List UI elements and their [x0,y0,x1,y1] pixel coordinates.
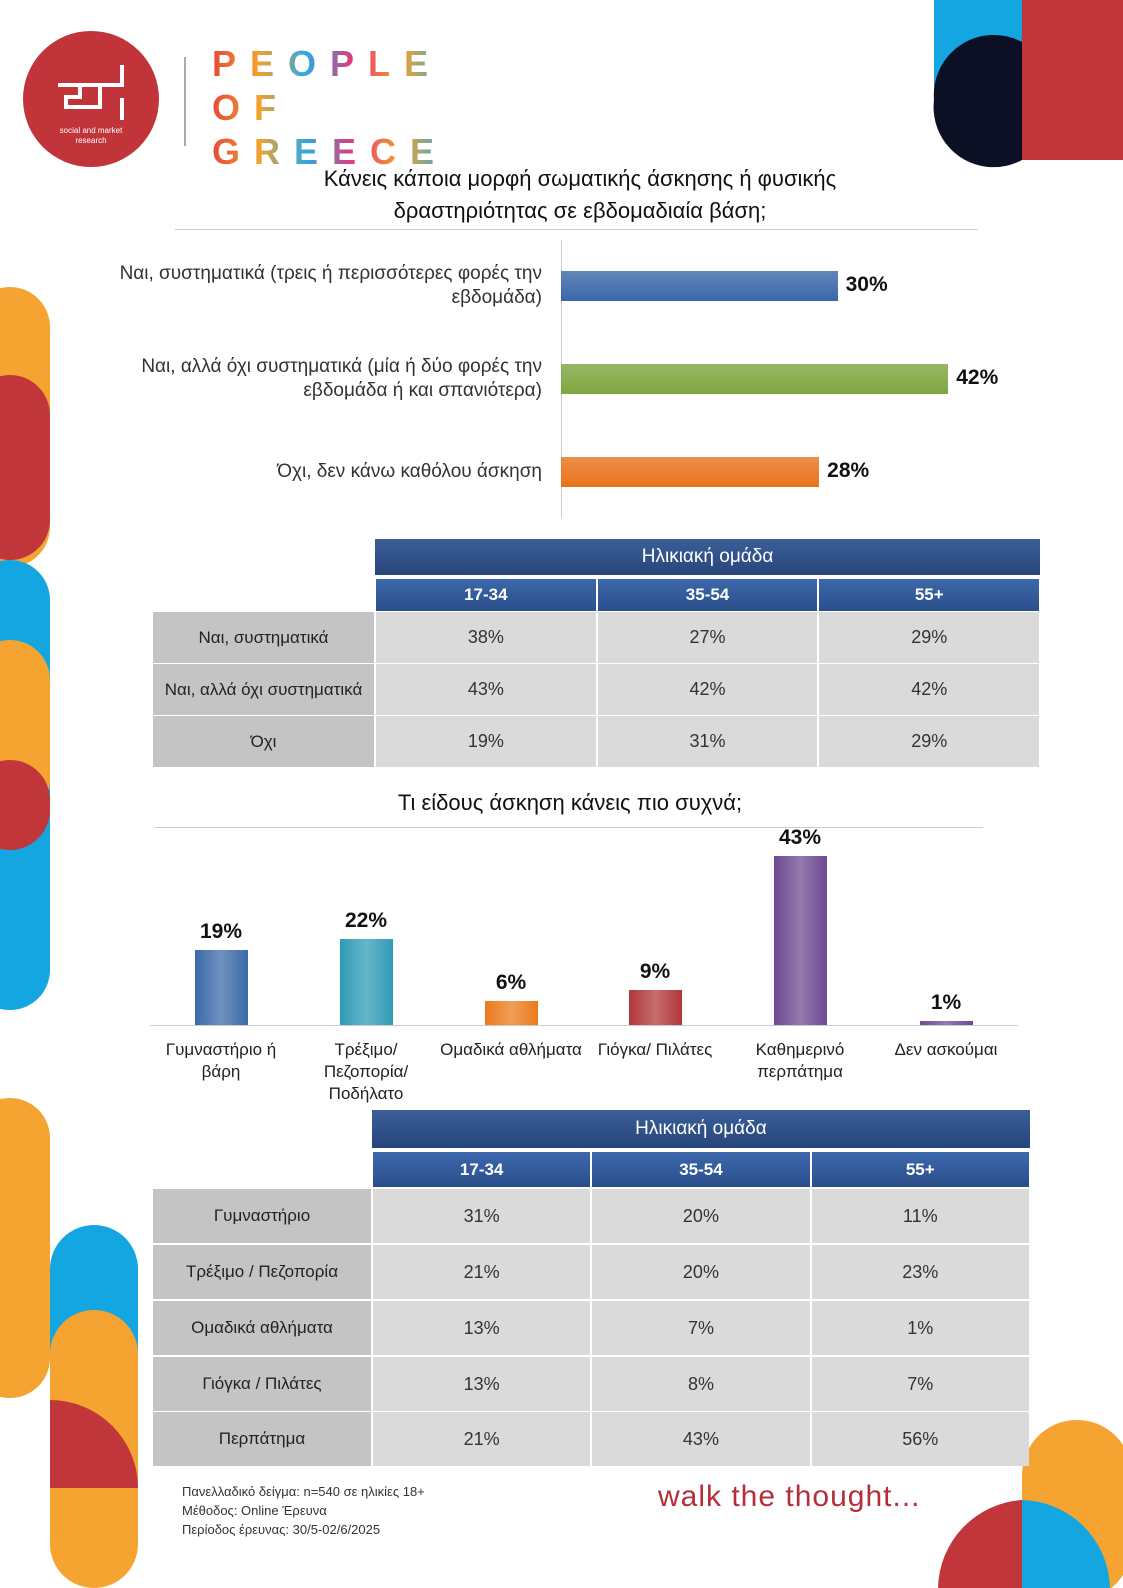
value-label: 30% [845,273,888,296]
table-cell: 7% [592,1301,810,1355]
table-cell: 42% [819,664,1040,715]
category-label: Δεν ασκούμαι [894,1040,998,1059]
category-label: Καθημερινό περπάτημα [755,1040,845,1081]
category-label: Ναι, συστηματικά (τρεις ή περισσότερες φ… [119,263,542,308]
title-rule [155,827,983,828]
footer-note: Πανελλαδικό δείγμα: n=540 σε ηλικίες 18+ [182,1484,425,1499]
group-header: Ηλικιακή ομάδα [375,539,1041,575]
row-label: Ναι, συστηματικά [153,612,374,663]
table-cell: 21% [373,1412,591,1466]
value-label: 6% [495,971,527,995]
row-label: Ναι, αλλά όχι συστηματικά [153,664,374,715]
value-label: 42% [956,366,999,389]
table-cell: 7% [811,1357,1029,1411]
brand: PEOPLE OF GREECE [212,42,448,174]
category-label: Γιόγκα/ Πιλάτες [597,1040,713,1059]
bar [484,1001,538,1025]
bar [194,950,248,1025]
value-label: 9% [639,959,671,983]
bar [919,1021,973,1025]
category-label: Τρέξιμο/ Πεζοπορία/ Ποδήλατο [323,1040,409,1103]
column-header: 55+ [819,579,1040,611]
column-header: 35-54 [597,579,818,611]
row-label: Τρέξιμο / Πεζοπορία [153,1245,371,1299]
table-cell: 29% [819,612,1040,663]
table-cell: 31% [597,716,818,767]
bar [561,271,838,301]
table-cell: 13% [373,1301,591,1355]
table-cell: 23% [811,1245,1029,1299]
value-label: 1% [930,991,962,1015]
bar [561,364,949,394]
brand-line: OF [212,86,448,130]
value-label: 22% [344,908,388,932]
value-label: 43% [778,826,822,849]
table-cell: 38% [376,612,596,663]
table-cell: 13% [373,1357,591,1411]
table-cell: 29% [819,716,1040,767]
table-cell: 11% [811,1189,1029,1243]
column-header: 17-34 [376,579,596,611]
group-header: Ηλικιακή ομάδα [372,1110,1030,1148]
category-label: Ομαδικά αθλήματα [440,1040,582,1059]
footer-note: Περίοδος έρευνας: 30/5-02/6/2025 [182,1522,381,1537]
footer-note: Μέθοδος: Online Έρευνα [182,1503,327,1518]
table-cell: 43% [376,664,596,715]
value-label: 28% [827,459,870,482]
row-label: Ομαδικά αθλήματα [153,1301,371,1355]
slogan: walk the thought... [658,1480,921,1513]
table-cell: 27% [597,612,818,663]
table-cell: 8% [592,1357,810,1411]
table-cell: 42% [597,664,818,715]
table-cell: 43% [592,1412,810,1466]
table-cell: 20% [592,1189,810,1243]
brand-line: PEOPLE [212,42,448,86]
chart-title: Τι είδους άσκηση κάνεις πιο συχνά; [397,790,743,815]
bar [561,457,820,487]
table-cell: 20% [592,1245,810,1299]
value-label: 19% [199,920,243,944]
row-label: Όχι [153,716,374,767]
column-header: 55+ [811,1152,1029,1187]
table-cell: 21% [373,1245,591,1299]
column-header: 17-34 [373,1152,591,1187]
row-label: Γιόγκα / Πιλάτες [153,1357,371,1411]
axis-line [150,1025,1018,1026]
bar [773,856,827,1025]
logo-caption: social and market research [59,126,123,145]
table-cell: 31% [373,1189,591,1243]
bar [339,938,393,1025]
category-label: Όχι, δεν κάνω καθόλου άσκηση [277,461,542,482]
table-cell: 1% [811,1301,1029,1355]
row-label: Γυμναστήριο [153,1189,371,1243]
bar [628,989,682,1025]
category-label: Γυμναστήριο ή βάρη [165,1040,277,1081]
chart-title: Κάνεις κάποια μορφή σωματικής άσκησης ή … [323,166,837,223]
title-rule [175,229,978,230]
row-label: Περπάτημα [153,1412,371,1466]
table-cell: 56% [811,1412,1029,1466]
brand-line: GREECE [212,131,449,172]
category-label: Ναι, αλλά όχι συστηματικά (μία ή δύο φορ… [141,356,542,401]
footer-notes: Πανελλαδικό δείγμα: n=540 σε ηλικίες 18+… [182,1482,425,1539]
table-cell: 19% [376,716,596,767]
column-header: 35-54 [592,1152,810,1187]
